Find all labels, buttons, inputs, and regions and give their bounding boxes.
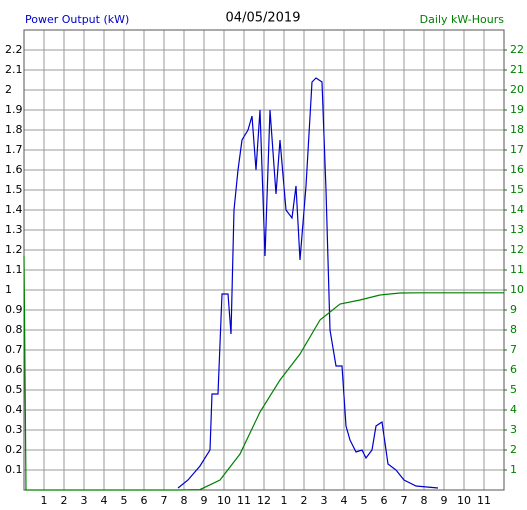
y2-tick-label: 3 [510, 423, 517, 436]
y-tick-label: 0.2 [5, 443, 23, 456]
y2-tick-label: 17 [510, 143, 524, 156]
y2-tick-label: 9 [510, 303, 517, 316]
y-tick-label: 1 [5, 283, 12, 296]
x-tick-label: 1 [281, 494, 288, 507]
x-tick-label: 3 [321, 494, 328, 507]
x-tick-label: 4 [341, 494, 348, 507]
y-tick-label: 0.1 [5, 463, 23, 476]
x-tick-label: 7 [161, 494, 168, 507]
y-tick-label: 0.7 [5, 343, 23, 356]
x-tick-label: 5 [361, 494, 368, 507]
x-tick-label: 6 [381, 494, 388, 507]
series-line [177, 77, 439, 489]
x-tick-label: 3 [81, 494, 88, 507]
chart-title: 04/05/2019 [226, 11, 301, 26]
y-tick-label: 0.5 [5, 383, 23, 396]
y-tick-label: 0.9 [5, 303, 23, 316]
y2-tick-label: 14 [510, 203, 524, 216]
y2-tick-label: 6 [510, 363, 517, 376]
y-tick-label: 0.6 [5, 363, 23, 376]
y-axis-label: Power Output (kW) [25, 13, 129, 26]
x-tick-label: 11 [237, 494, 251, 507]
y2-axis-label: Daily kW-Hours [420, 13, 505, 26]
y2-tick-label: 20 [510, 83, 524, 96]
y-tick-label: 1.6 [5, 163, 23, 176]
y-tick-label: 0.4 [5, 403, 23, 416]
y-tick-label: 2.1 [5, 63, 23, 76]
y2-tick-label: 5 [510, 383, 517, 396]
x-tick-label: 9 [201, 494, 208, 507]
y-tick-label: 0.8 [5, 323, 23, 336]
x-tick-label: 6 [141, 494, 148, 507]
y-tick-label: 1.3 [5, 223, 23, 236]
y-tick-label: 1.4 [5, 203, 23, 216]
y-tick-label: 1.9 [5, 103, 23, 116]
y2-tick-label: 11 [510, 263, 524, 276]
x-tick-label: 10 [217, 494, 231, 507]
series-line [23, 255, 504, 491]
y2-tick-label: 7 [510, 343, 517, 356]
y2-tick-label: 4 [510, 403, 517, 416]
y2-tick-label: 13 [510, 223, 524, 236]
x-tick-label: 8 [421, 494, 428, 507]
y-tick-label: 1.8 [5, 123, 23, 136]
y-tick-label: 1.7 [5, 143, 23, 156]
x-tick-label: 2 [301, 494, 308, 507]
x-tick-label: 2 [61, 494, 68, 507]
y2-tick-label: 21 [510, 63, 524, 76]
y2-tick-label: 1 [510, 463, 517, 476]
y2-tick-label: 22 [510, 43, 524, 56]
x-tick-label: 12 [257, 494, 271, 507]
x-tick-label: 7 [401, 494, 408, 507]
y-tick-label: 0.3 [5, 423, 23, 436]
y2-tick-label: 8 [510, 323, 517, 336]
x-tick-label: 10 [457, 494, 471, 507]
y-tick-label: 1.5 [5, 183, 23, 196]
y-tick-label: 1.1 [5, 263, 23, 276]
x-tick-label: 1 [41, 494, 48, 507]
y2-tick-label: 16 [510, 163, 524, 176]
y2-tick-label: 12 [510, 243, 524, 256]
y2-tick-label: 15 [510, 183, 524, 196]
y2-tick-label: 18 [510, 123, 524, 136]
y2-tick-label: 10 [510, 283, 524, 296]
y2-tick-label: 19 [510, 103, 524, 116]
x-tick-label: 8 [181, 494, 188, 507]
y-tick-label: 1.2 [5, 243, 23, 256]
x-tick-label: 9 [441, 494, 448, 507]
y-tick-label: 2 [5, 83, 12, 96]
x-tick-label: 11 [477, 494, 491, 507]
y-tick-label: 2.2 [5, 43, 23, 56]
x-tick-label: 4 [101, 494, 108, 507]
y2-tick-label: 2 [510, 443, 517, 456]
x-tick-label: 5 [121, 494, 128, 507]
